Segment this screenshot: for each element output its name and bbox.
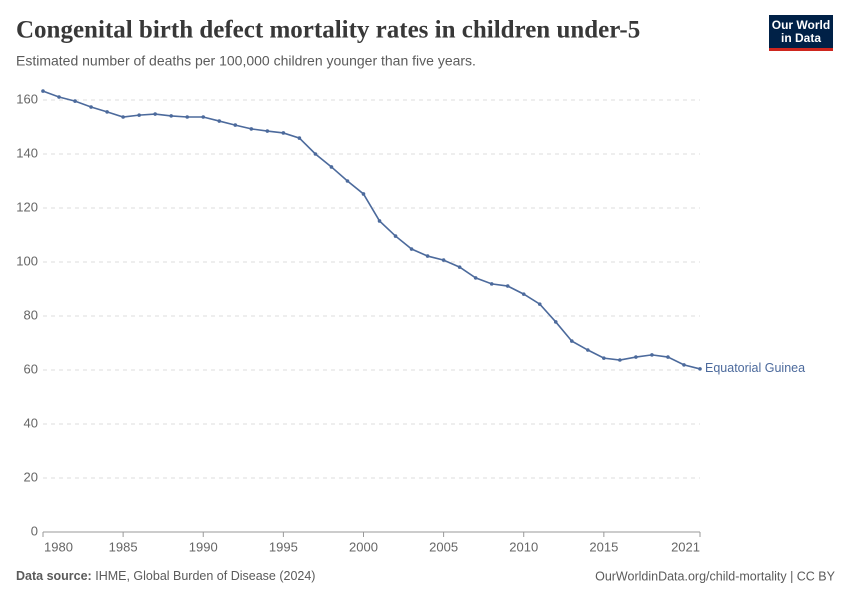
logo-text: Our World <box>772 18 830 32</box>
point <box>281 131 286 135</box>
point <box>217 119 222 123</box>
point <box>618 358 622 362</box>
chart-title: Congenital birth defect mortality rates … <box>16 17 640 44</box>
point <box>265 129 270 133</box>
point <box>73 99 77 103</box>
x-tick-label: 2015 <box>589 539 618 554</box>
point <box>233 123 238 127</box>
point <box>105 110 109 114</box>
x-tick-label: 2005 <box>429 539 458 554</box>
point <box>634 355 638 359</box>
x-tick-label: 1985 <box>109 539 138 554</box>
point <box>121 115 125 119</box>
chart-subtitle: Estimated number of deaths per 100,000 c… <box>16 53 476 69</box>
point <box>201 115 206 119</box>
logo[interactable]: Our World in Data <box>769 15 833 51</box>
point <box>682 363 686 367</box>
point <box>698 367 702 371</box>
point <box>185 115 190 119</box>
point <box>409 247 414 251</box>
y-tick-label: 60 <box>24 361 38 376</box>
y-tick-label: 20 <box>24 469 38 484</box>
point <box>489 282 494 286</box>
source: IHME, Global Burden of Disease (2024) <box>95 569 315 583</box>
point <box>297 136 302 140</box>
y-tick-label: 140 <box>16 145 38 160</box>
footer-url[interactable]: OurWorldinData.org/child-mortality | CC … <box>595 569 836 583</box>
y-tick-label: 40 <box>24 415 38 430</box>
point <box>441 258 446 262</box>
point <box>89 105 93 109</box>
point <box>473 276 478 280</box>
x-tick-label: 1980 <box>44 539 73 554</box>
point <box>313 152 318 156</box>
y-tick-label: 0 <box>31 523 38 538</box>
point <box>553 320 558 324</box>
point <box>137 113 141 117</box>
point <box>377 219 382 223</box>
point <box>345 179 350 183</box>
source-label: Data source: <box>16 569 92 583</box>
point <box>169 114 173 118</box>
point <box>650 353 654 357</box>
point <box>329 165 334 169</box>
point <box>41 89 45 93</box>
logo-text: in Data <box>781 31 821 45</box>
series-label: Equatorial Guinea <box>705 361 805 375</box>
footer-source: Data source: IHME, Global Burden of Dise… <box>16 569 315 583</box>
point <box>457 265 462 269</box>
y-tick-label: 160 <box>16 91 38 106</box>
point <box>361 192 366 196</box>
point <box>57 95 61 99</box>
point <box>602 356 606 360</box>
point <box>666 355 670 359</box>
x-tick-label: 1990 <box>189 539 218 554</box>
x-tick-label: 2010 <box>509 539 538 554</box>
point <box>249 127 254 131</box>
x-tick-label: 2021 <box>671 539 700 554</box>
logo-stripe <box>769 48 833 51</box>
y-tick-label: 80 <box>24 307 38 322</box>
point <box>425 254 430 258</box>
point <box>586 348 590 352</box>
point <box>393 234 398 238</box>
point <box>570 339 574 343</box>
point <box>153 112 157 116</box>
point <box>521 292 526 296</box>
x-tick-label: 2000 <box>349 539 378 554</box>
logo-box <box>769 15 833 50</box>
point <box>537 302 542 306</box>
y-tick-label: 100 <box>16 253 38 268</box>
line <box>42 90 701 370</box>
point <box>505 284 510 288</box>
y-tick-label: 120 <box>16 199 38 214</box>
x-tick-label: 1995 <box>269 539 298 554</box>
